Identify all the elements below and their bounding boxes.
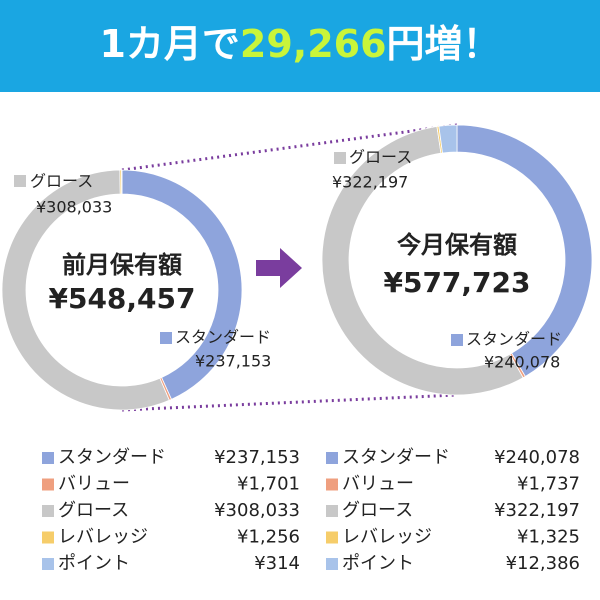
legend-swatch (42, 478, 54, 491)
legend-name: バリュー (58, 474, 130, 495)
title-part: 円増！ (387, 22, 501, 66)
legend-name: ポイント (342, 553, 414, 574)
legend-value: ¥1,325 (517, 527, 580, 548)
legend-swatch (42, 505, 54, 517)
callout-value: ¥308,033 (36, 198, 112, 217)
center-value: ¥577,723 (383, 266, 530, 299)
legend-name: スタンダード (342, 447, 450, 468)
legend-name: レバレッジ (58, 527, 148, 548)
legend-name: ポイント (58, 553, 130, 574)
arrow (256, 248, 302, 288)
header-bar (0, 0, 600, 92)
legend-swatch (326, 531, 338, 544)
legend-swatch (326, 478, 338, 491)
legend-value: ¥1,256 (237, 527, 300, 548)
title-highlight: 29,266 (240, 22, 387, 66)
legend-swatch (42, 531, 54, 544)
legend-value: ¥1,701 (237, 474, 300, 495)
legend-swatch (326, 558, 338, 570)
legend-value: ¥237,153 (214, 447, 300, 468)
donut-slice (321, 126, 524, 396)
connector (121, 393, 458, 412)
title-part: 1カ月で (99, 22, 239, 66)
donut-slice (1, 169, 170, 411)
callout-swatch (14, 175, 26, 187)
callout-swatch (160, 332, 172, 344)
callout-value: ¥237,153 (195, 352, 271, 371)
callout-name: スタンダード (175, 328, 271, 347)
legend-name: グロース (342, 500, 413, 521)
legend-swatch (42, 452, 54, 464)
legend-value: ¥308,033 (214, 500, 300, 521)
legend-name: バリュー (342, 474, 414, 495)
legend-swatch (326, 505, 338, 517)
callout-name: スタンダード (466, 330, 562, 349)
callout-swatch (334, 152, 346, 164)
legend-value: ¥322,197 (494, 500, 580, 521)
connector (121, 123, 458, 172)
legend-value: ¥314 (254, 553, 300, 574)
donuts (1, 124, 593, 411)
legend-swatch (42, 558, 54, 570)
legend-name: スタンダード (58, 447, 166, 468)
legend: スタンダード ¥237,153 バリュー ¥1,701 グロース ¥308,033 レバレッ… (42, 447, 580, 574)
legend-value: ¥12,386 (506, 553, 580, 574)
callout-value: ¥322,197 (332, 173, 408, 192)
callout-name: グロース (30, 172, 93, 191)
title: 1カ月で29,266円増！ (99, 22, 500, 66)
legend-name: グロース (58, 500, 129, 521)
donut-slice (438, 124, 458, 154)
legend-value: ¥1,737 (517, 474, 580, 495)
center-title: 前月保有額 (62, 251, 182, 279)
callout-swatch (451, 334, 463, 346)
legend-name: レバレッジ (342, 527, 432, 548)
center-value: ¥548,457 (48, 282, 195, 315)
callout-value: ¥240,078 (484, 353, 560, 372)
callout-name: グロース (349, 148, 412, 167)
center-title: 今月保有額 (397, 231, 517, 259)
legend-swatch (326, 452, 338, 464)
legend-value: ¥240,078 (494, 447, 580, 468)
